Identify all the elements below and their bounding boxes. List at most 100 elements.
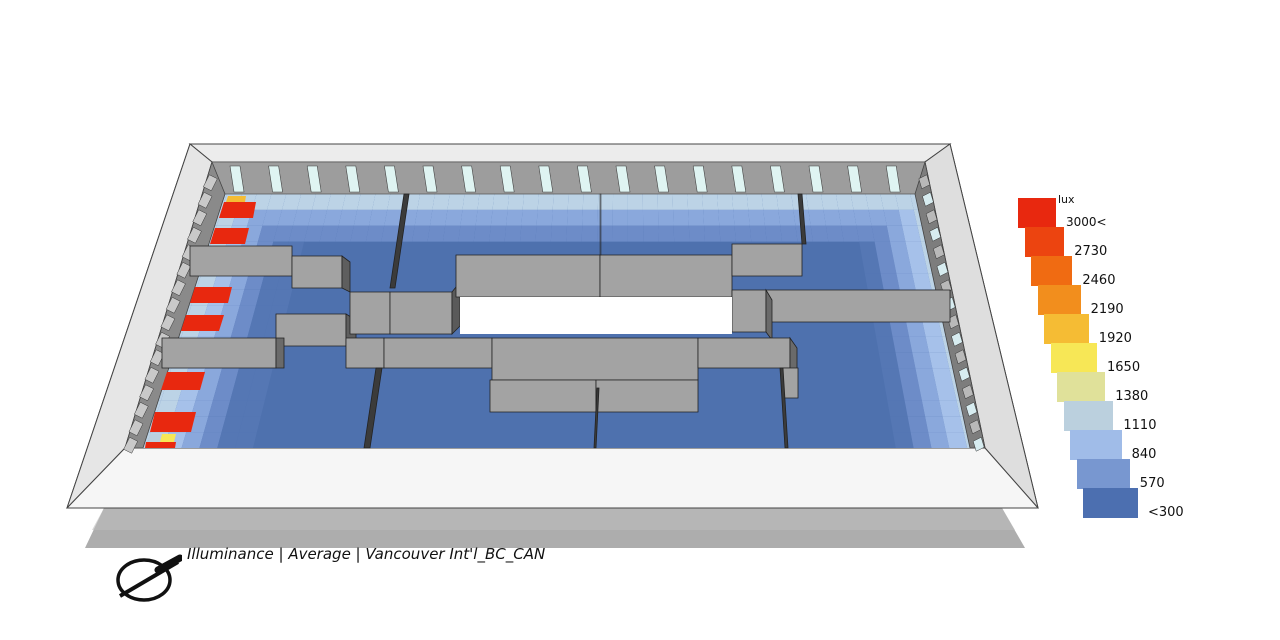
- window: [499, 165, 515, 193]
- wall-fin: [197, 191, 213, 209]
- floor-cell: [776, 194, 794, 210]
- wall-fin: [128, 419, 144, 437]
- floor-cell: [901, 384, 922, 401]
- legend-swatch: [1083, 488, 1138, 518]
- legend-label: 570: [1139, 476, 1165, 491]
- floor-cell: [323, 209, 343, 226]
- floor-cell: [190, 400, 213, 417]
- floor-cell: [823, 209, 842, 226]
- floor-cell: [414, 209, 433, 226]
- floor-cell: [912, 273, 932, 290]
- interior-partitions: [161, 193, 951, 449]
- floor-cell: [304, 225, 324, 242]
- floor-cell: [550, 225, 567, 242]
- floor-cell: [357, 194, 376, 210]
- legend-label: 1650: [1107, 360, 1141, 375]
- floor-cell: [749, 225, 767, 242]
- floor-cell: [273, 225, 293, 242]
- floor-cell: [905, 321, 926, 337]
- floor-cell: [886, 225, 906, 242]
- floor-cell: [458, 225, 476, 242]
- floor-cell: [432, 194, 450, 210]
- parapet-south: [65, 447, 1040, 509]
- floor-cell: [902, 225, 921, 242]
- floor-cell: [612, 194, 628, 210]
- floor-cell: [365, 225, 385, 242]
- window: [615, 165, 631, 193]
- legend-swatch: [1031, 256, 1073, 286]
- floor-cell: [868, 209, 887, 226]
- floor-cell: [702, 194, 719, 210]
- wall-fin: [165, 296, 181, 314]
- floor-cell: [853, 209, 872, 226]
- floor-cell: [657, 194, 674, 210]
- floor-cell: [935, 384, 957, 401]
- window: [692, 165, 708, 193]
- floor-cell: [473, 225, 491, 242]
- floor-cell: [235, 305, 257, 321]
- wall-fin: [962, 384, 974, 400]
- floor-cell: [228, 273, 249, 290]
- floor-cell: [703, 209, 720, 226]
- floor-cell: [806, 194, 824, 210]
- floor-cell: [387, 194, 406, 210]
- wall-fin: [936, 261, 949, 277]
- window: [306, 165, 322, 193]
- floor-cell: [256, 289, 277, 306]
- floor-cell: [658, 225, 675, 242]
- legend-label: 3000<: [1066, 215, 1107, 229]
- window: [229, 165, 245, 193]
- floor-cell: [905, 241, 925, 258]
- floor-cell: [535, 225, 552, 242]
- floor-cell: [942, 416, 964, 433]
- floor-cell: [537, 194, 554, 210]
- floor-cell: [308, 209, 328, 226]
- floor-cell: [251, 368, 273, 385]
- floor-cell: [658, 209, 674, 226]
- floor-cell: [597, 225, 613, 242]
- north-windows: [229, 165, 901, 193]
- floor-cell: [876, 336, 896, 353]
- wall-fin: [139, 384, 154, 402]
- legend-label: 1380: [1115, 389, 1149, 404]
- floor-cell: [221, 416, 244, 433]
- wall-fin: [133, 401, 149, 419]
- wall-fin: [925, 209, 938, 225]
- floor-cell: [945, 432, 968, 448]
- floor-cell: [243, 400, 265, 417]
- floor-cell: [688, 209, 705, 226]
- floor-cell: [338, 209, 358, 226]
- floor-cell: [932, 368, 953, 385]
- legend-label: <300: [1148, 505, 1184, 520]
- window: [808, 165, 824, 193]
- window: [885, 165, 901, 193]
- legend-label: 2730: [1074, 244, 1108, 259]
- wall-fin: [947, 314, 960, 330]
- wall-fin: [192, 209, 208, 227]
- floor-cell: [890, 241, 909, 258]
- wall-fin: [965, 401, 978, 417]
- floor-cell: [520, 225, 537, 242]
- legend-swatch: [1057, 372, 1106, 402]
- floor-cell: [627, 209, 644, 226]
- legend-swatch: [1076, 459, 1130, 489]
- floor-cell: [810, 225, 829, 242]
- floor-cell: [276, 273, 297, 290]
- floor-cell: [909, 336, 930, 353]
- floor-cell: [929, 352, 950, 369]
- floor-cell: [212, 384, 235, 401]
- floor-cell: [260, 273, 281, 290]
- floor-cell: [427, 225, 446, 242]
- window: [422, 165, 438, 193]
- legend-label: 2460: [1082, 273, 1116, 288]
- floor-cell: [429, 209, 448, 226]
- floor-cell: [217, 432, 240, 448]
- floor-cell: [889, 321, 910, 337]
- floor-cell: [895, 194, 914, 210]
- floor-cell: [864, 273, 884, 290]
- floor-cell: [417, 194, 435, 210]
- floor-cell: [887, 400, 908, 417]
- legend-swatch: [1070, 430, 1122, 460]
- window: [770, 165, 785, 193]
- floor-cell: [880, 273, 900, 290]
